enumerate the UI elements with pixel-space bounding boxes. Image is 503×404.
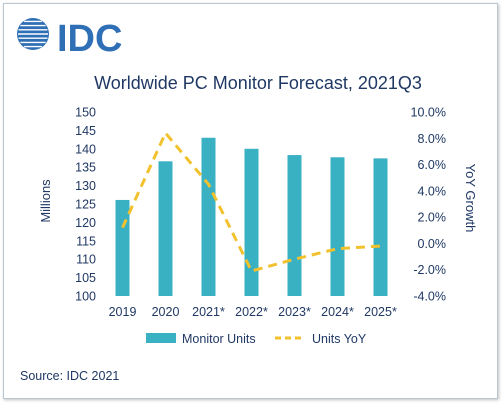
y2-tick-label: 4.0% <box>418 184 447 198</box>
y-tick-label: 130 <box>75 179 96 193</box>
yoy-line <box>121 131 381 273</box>
legend-label-units-yoy: Units YoY <box>312 332 367 346</box>
y-axis-ticks: 150 145 140 135 130 125 120 115 110 105 100 <box>75 106 96 304</box>
bar-monitor-units <box>244 148 259 296</box>
y2-axis-ticks: 10.0% 8.0% 6.0% 4.0% 2.0% 0.0% -2.0% -4.0% <box>411 106 446 304</box>
bar-monitor-units <box>287 155 302 296</box>
x-tick-label: 2023* <box>278 305 311 319</box>
source-note: Source: IDC 2021 <box>20 369 119 383</box>
y-tick-label: 105 <box>75 271 96 285</box>
y-tick-label: 140 <box>75 142 96 156</box>
logo-text: IDC <box>57 18 122 60</box>
globe-icon <box>17 18 49 50</box>
x-tick-label: 2024* <box>321 305 354 319</box>
x-tick-label: 2019 <box>109 305 137 319</box>
bars <box>115 137 388 296</box>
y2-tick-label: -4.0% <box>413 290 446 304</box>
idc-logo: IDC <box>17 18 122 60</box>
y2-tick-label: 10.0% <box>411 106 446 120</box>
y2-tick-label: 2.0% <box>418 211 447 225</box>
bar-monitor-units <box>158 161 173 296</box>
y2-tick-label: -2.0% <box>413 263 446 277</box>
y-tick-label: 135 <box>75 161 96 175</box>
y-tick-label: 100 <box>75 290 96 304</box>
chart-title: Worldwide PC Monitor Forecast, 2021Q3 <box>94 73 422 93</box>
bar-monitor-units <box>330 157 345 296</box>
y2-tick-label: 8.0% <box>418 132 447 146</box>
y2-tick-label: 0.0% <box>418 237 447 251</box>
bar-monitor-units <box>201 137 216 296</box>
bar-monitor-units <box>115 199 130 296</box>
x-tick-label: 2022* <box>235 305 268 319</box>
legend-swatch-monitor-units <box>146 333 176 343</box>
y-tick-label: 115 <box>76 234 96 248</box>
x-tick-label: 2020 <box>152 305 180 319</box>
y-tick-label: 120 <box>75 216 96 230</box>
y2-axis-title: YoY Growth <box>463 164 478 233</box>
y-tick-label: 145 <box>75 124 96 138</box>
x-tick-label: 2025* <box>364 305 397 319</box>
y-tick-label: 125 <box>75 198 96 212</box>
y2-tick-label: 6.0% <box>418 158 447 172</box>
x-tick-label: 2021* <box>192 305 225 319</box>
y-axis-title: Millions <box>38 179 53 223</box>
legend: Monitor Units Units YoY <box>146 332 367 346</box>
y-tick-label: 150 <box>75 106 96 120</box>
x-axis-ticks: 2019 2020 2021* 2022* 2023* 2024* 2025* <box>109 305 397 319</box>
bar-monitor-units <box>373 158 388 296</box>
y-tick-label: 110 <box>76 253 96 267</box>
legend-label-monitor-units: Monitor Units <box>182 332 256 346</box>
